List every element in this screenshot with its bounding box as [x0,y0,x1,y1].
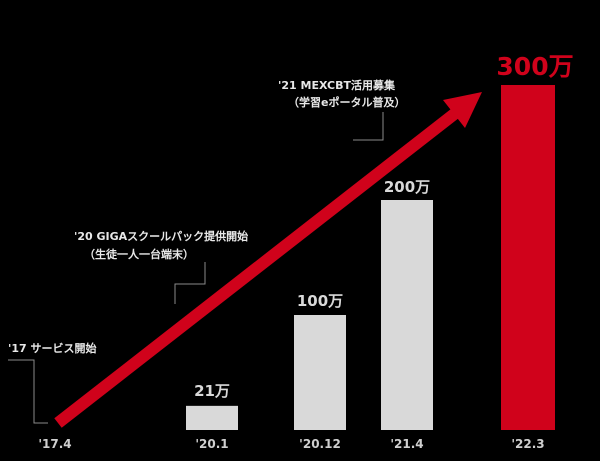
annotation-leaders [8,112,384,424]
data-label-highlight: 300万 [496,52,573,81]
annotation-text: '17 サービス開始 [8,341,97,355]
data-label: 21万 [194,382,230,400]
bars-layer [186,85,555,430]
x-tick-label: '21.4 [390,437,423,451]
trend-arrow-shaft [54,103,466,428]
bar-highlight [501,85,555,430]
x-tick-label: '20.12 [299,437,341,451]
bar [294,315,346,430]
annotation-text: '20 GIGAスクールパック提供開始 [74,229,248,243]
annotation-text: （学習eポータル普及） [288,95,405,109]
annotation-leader [8,359,48,424]
bar [186,405,238,430]
trend-arrow-head [443,92,482,128]
trend-arrow [54,92,482,428]
annotations: '17 サービス開始 '20 GIGAスクールパック提供開始 （生徒一人一台端末… [8,78,405,355]
x-axis-ticks: '17.4 '20.1 '20.12 '21.4 '22.3 [38,437,544,451]
annotation-text: （生徒一人一台端末） [84,247,194,261]
data-label: 100万 [297,292,343,310]
annotation-leader [353,112,384,141]
data-label: 200万 [384,178,430,196]
annotation-leader [174,262,206,304]
x-tick-label: '20.1 [195,437,228,451]
x-tick-label: '17.4 [38,437,71,451]
bar [381,200,433,430]
data-labels: 21万 100万 200万 300万 [194,52,574,400]
x-tick-label: '22.3 [511,437,544,451]
annotation-text: '21 MEXCBT活用募集 [278,78,396,92]
